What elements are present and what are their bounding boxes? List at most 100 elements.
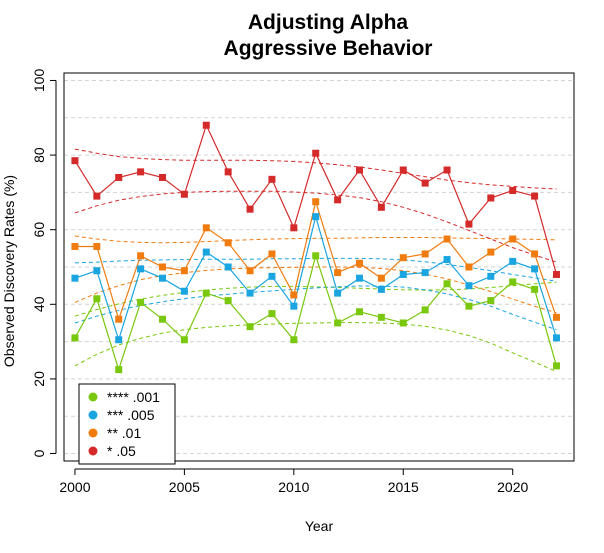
data-point — [71, 242, 79, 250]
data-point — [93, 267, 101, 275]
data-point — [180, 287, 188, 295]
data-point — [180, 267, 188, 275]
x-axis: 2000 2005 2010 2015 2020 — [59, 468, 528, 495]
data-point — [202, 121, 210, 129]
data-point — [334, 196, 342, 204]
data-point — [443, 256, 451, 264]
data-point — [312, 198, 320, 206]
data-point — [71, 157, 79, 165]
legend-marker — [88, 428, 98, 438]
data-point — [355, 259, 363, 267]
data-point — [202, 224, 210, 232]
legend-marker — [88, 392, 98, 402]
data-point — [71, 274, 79, 282]
data-point — [355, 274, 363, 282]
data-point — [268, 175, 276, 183]
y-tick-label: 80 — [31, 147, 47, 163]
y-axis: 0 20 40 60 80 100 — [31, 69, 57, 457]
data-point — [531, 192, 539, 200]
data-point — [290, 291, 298, 299]
legend-label: **** .001 — [107, 389, 160, 405]
data-point — [443, 280, 451, 288]
data-point — [355, 166, 363, 174]
data-point — [158, 173, 166, 181]
data-point — [377, 313, 385, 321]
data-point — [115, 173, 123, 181]
data-point — [334, 319, 342, 327]
data-point — [268, 250, 276, 258]
data-point — [93, 242, 101, 250]
y-tick-label: 60 — [31, 222, 47, 238]
data-point — [487, 297, 495, 305]
data-point — [158, 315, 166, 323]
data-point — [224, 168, 232, 176]
data-point — [552, 270, 560, 278]
data-point — [552, 334, 560, 342]
series-line — [74, 214, 558, 342]
data-point — [487, 272, 495, 280]
data-point — [421, 269, 429, 277]
legend-label: *** .005 — [107, 407, 155, 423]
data-point — [180, 190, 188, 198]
legend-marker — [88, 446, 98, 456]
data-point — [158, 263, 166, 271]
band-upper-line — [74, 235, 557, 244]
data-point — [246, 205, 254, 213]
band-upper-line — [74, 148, 557, 190]
data-point — [487, 194, 495, 202]
band-lower-line — [74, 285, 557, 331]
data-point — [137, 168, 145, 176]
series-lines — [74, 123, 558, 372]
data-point — [399, 254, 407, 262]
data-point — [465, 302, 473, 310]
series-markers — [71, 121, 560, 374]
data-point — [443, 166, 451, 174]
legend-marker — [88, 410, 98, 420]
data-point — [290, 224, 298, 232]
data-point — [246, 323, 254, 331]
data-point — [509, 278, 517, 286]
data-point — [399, 270, 407, 278]
data-point — [180, 336, 188, 344]
data-point — [421, 306, 429, 314]
data-point — [531, 265, 539, 273]
data-point — [137, 252, 145, 260]
data-point — [246, 267, 254, 275]
data-point — [290, 302, 298, 310]
series-line — [74, 253, 558, 372]
data-point — [399, 319, 407, 327]
data-point — [334, 289, 342, 297]
data-point — [509, 235, 517, 243]
band-lower-line — [74, 322, 557, 372]
x-axis-label: Year — [305, 518, 334, 534]
data-point — [268, 310, 276, 318]
x-tick-label: 2020 — [497, 479, 528, 495]
legend-label: * .05 — [107, 443, 136, 459]
data-point — [531, 250, 539, 258]
data-point — [377, 274, 385, 282]
band-lower-line — [74, 266, 557, 314]
confidence-bands — [74, 148, 557, 372]
data-point — [71, 334, 79, 342]
data-point — [246, 289, 254, 297]
y-tick-label: 0 — [31, 449, 47, 457]
y-tick-label: 40 — [31, 296, 47, 312]
band-lower-line — [74, 190, 557, 263]
data-point — [290, 336, 298, 344]
x-tick-label: 2015 — [388, 479, 419, 495]
y-tick-label: 100 — [31, 69, 47, 93]
data-point — [224, 239, 232, 247]
x-tick-label: 2010 — [278, 479, 309, 495]
data-point — [421, 250, 429, 258]
data-point — [137, 298, 145, 306]
chart-title-line-2: Aggressive Behavior — [224, 37, 433, 60]
data-point — [465, 282, 473, 290]
data-point — [312, 149, 320, 157]
data-point — [202, 248, 210, 256]
data-point — [93, 192, 101, 200]
data-point — [465, 263, 473, 271]
data-point — [487, 248, 495, 256]
data-point — [377, 285, 385, 293]
data-point — [202, 289, 210, 297]
